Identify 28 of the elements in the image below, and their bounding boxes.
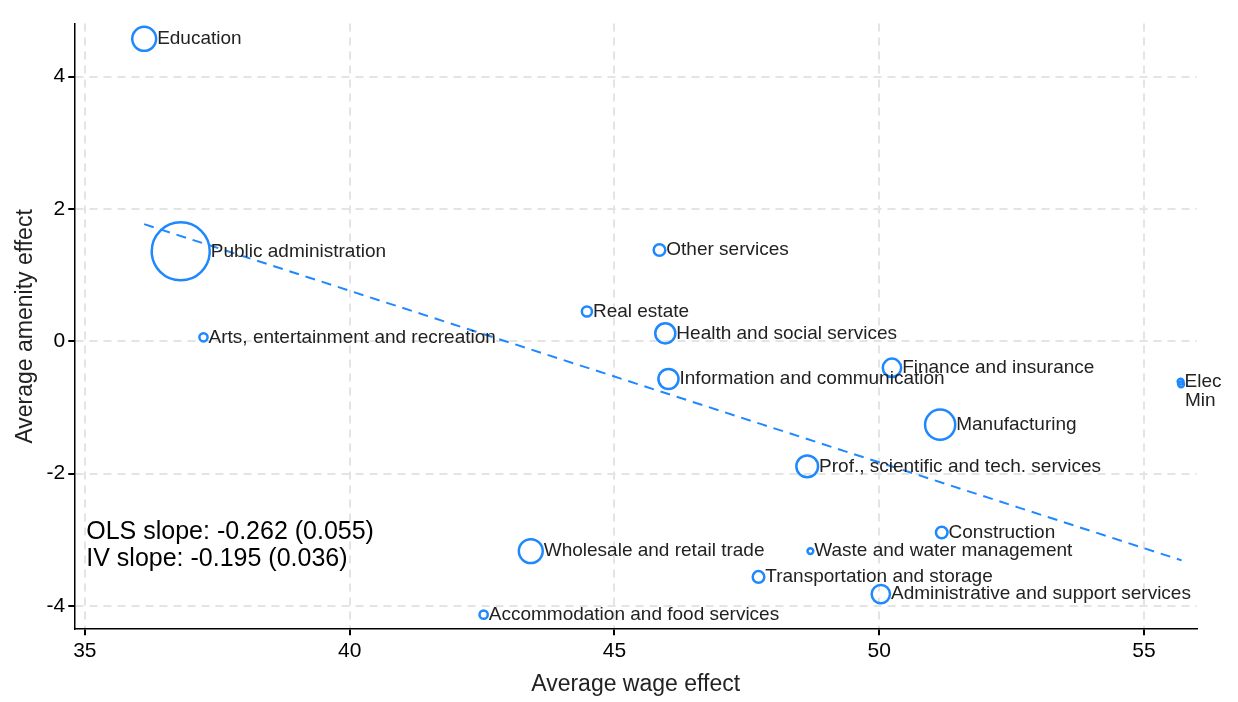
series-label: Arts, entertainment and recreation (208, 325, 496, 347)
x-tick-label: 40 (337, 637, 362, 661)
series-label: Elec (1184, 369, 1222, 391)
series-label: Wholesale and retail trade (543, 539, 765, 561)
y-tick-label: 2 (53, 195, 66, 219)
x-tick-label: 45 (602, 637, 627, 661)
y-tick-label: -2 (46, 460, 66, 484)
series-label: Health and social services (676, 321, 898, 343)
series-label: Transportation and storage (765, 565, 993, 587)
series-label: Manufacturing (956, 412, 1077, 434)
x-axis-title: Average wage effect (531, 669, 741, 696)
y-tick-label: 0 (53, 328, 66, 352)
x-tick-label: 55 (1132, 637, 1156, 661)
x-tick-label: 50 (867, 637, 891, 661)
series-label: Prof., scientific and tech. services (819, 454, 1102, 476)
series-label: Real estate (592, 299, 690, 321)
series-label: Accommodation and food services (488, 602, 780, 624)
series-label: Other services (666, 238, 789, 260)
x-tick-label: 35 (73, 637, 97, 661)
y-tick-label: 4 (53, 63, 66, 87)
y-axis-title: Average amenity effect (11, 208, 38, 444)
annotation: IV slope: -0.195 (0.036) (86, 543, 348, 572)
series-label: Min (1185, 388, 1216, 410)
y-tick-label: -4 (46, 592, 66, 616)
series-label: Waste and water management (814, 539, 1074, 561)
annotation: OLS slope: -0.262 (0.055) (86, 516, 374, 545)
series-label: Education (157, 27, 242, 49)
series-label: Construction (948, 520, 1056, 542)
